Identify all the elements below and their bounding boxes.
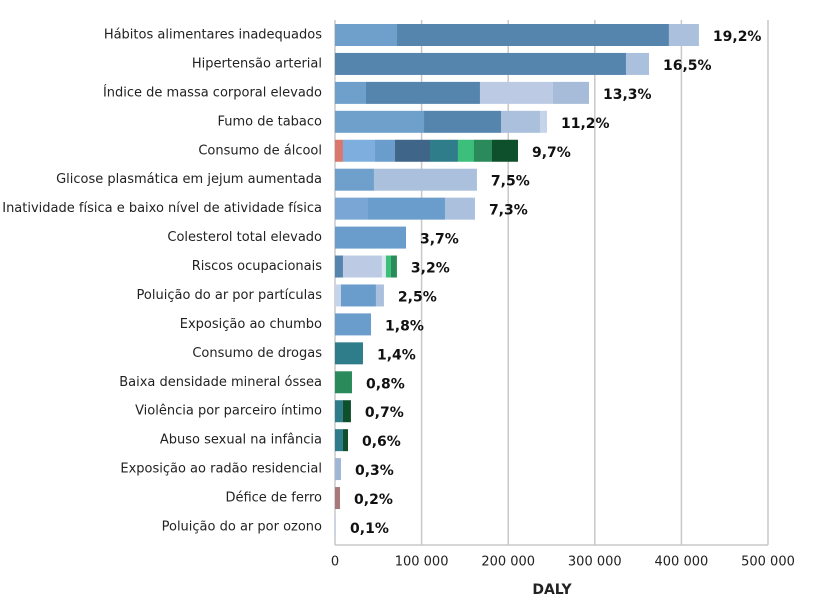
bar-segment <box>390 255 397 278</box>
category-label: Riscos ocupacionais <box>192 259 323 274</box>
bar-segment <box>444 197 475 220</box>
bar-segment <box>397 24 669 46</box>
x-tick-label: 200 000 <box>481 555 535 570</box>
bar-segment <box>335 458 341 481</box>
bar-segment <box>430 139 458 162</box>
bar-segment <box>395 139 431 162</box>
bar-segment <box>342 139 376 162</box>
x-tick-label: 0 <box>331 555 339 570</box>
share-label: 11,2% <box>561 116 610 132</box>
bar-segment <box>424 110 502 133</box>
bar-segment <box>375 284 384 307</box>
bar-segment <box>342 400 351 423</box>
share-label: 7,5% <box>491 174 530 190</box>
share-label: 0,1% <box>350 521 389 537</box>
bar-segment <box>335 52 626 75</box>
bar-segment <box>457 139 474 162</box>
share-label: 0,3% <box>355 463 394 479</box>
bar-segment <box>340 284 376 307</box>
category-label: Inatividade física e baixo nível de ativ… <box>2 201 322 216</box>
bar-segment <box>335 139 343 162</box>
category-label: Abuso sexual na infância <box>160 433 322 448</box>
share-label: 1,8% <box>385 318 424 334</box>
share-label: 0,6% <box>362 434 401 450</box>
bar-segment <box>335 197 368 220</box>
share-label: 3,2% <box>411 261 450 277</box>
share-label: 13,3% <box>603 87 652 103</box>
bar-segment <box>492 139 518 162</box>
share-label: 9,7% <box>532 145 571 161</box>
share-label: 19,2% <box>713 29 762 45</box>
category-label: Consumo de drogas <box>192 346 322 361</box>
x-tick-label: 300 000 <box>568 555 622 570</box>
category-label: Fumo de tabaco <box>217 114 322 129</box>
share-label: 7,3% <box>489 203 528 219</box>
bar-segment <box>366 81 480 104</box>
category-label: Hipertensão arterial <box>192 56 322 71</box>
bar-segment <box>335 429 343 452</box>
bar-segment <box>473 139 493 162</box>
bar-segment <box>381 255 386 278</box>
bar-segment <box>479 81 553 104</box>
bar-segment <box>335 226 407 249</box>
x-tick-label: 100 000 <box>395 555 449 570</box>
bar-segment <box>335 371 352 394</box>
category-label: Exposição ao chumbo <box>180 317 322 332</box>
category-label: Hábitos alimentares inadequados <box>104 28 322 43</box>
x-axis-label: DALY <box>532 582 572 598</box>
category-label: Défice de ferro <box>225 491 322 506</box>
bar-segment <box>335 110 425 133</box>
category-label: Violência por parceiro íntimo <box>135 404 322 419</box>
category-label: Exposição ao radão residencial <box>120 462 322 477</box>
category-label: Glicose plasmática em jejum aumentada <box>56 172 322 187</box>
bar-segment <box>335 400 343 423</box>
bar-segment <box>342 429 348 452</box>
x-tick-label: 400 000 <box>655 555 709 570</box>
bar-segment <box>335 24 398 46</box>
bar-segment <box>335 168 374 191</box>
category-label: Índice de massa corporal elevado <box>103 84 322 100</box>
share-label: 0,8% <box>366 376 405 392</box>
share-label: 1,4% <box>377 347 416 363</box>
category-label: Poluição do ar por partículas <box>137 288 323 303</box>
share-label: 3,7% <box>420 232 459 248</box>
bar-segment <box>539 110 547 133</box>
category-label: Poluição do ar por ozono <box>162 519 322 534</box>
category-label: Consumo de álcool <box>198 143 322 158</box>
share-label: 0,7% <box>365 405 404 421</box>
x-tick-label: 500 000 <box>741 555 795 570</box>
share-label: 0,2% <box>354 492 393 508</box>
share-label: 2,5% <box>398 289 437 305</box>
bar-segment <box>335 515 337 538</box>
category-label: Baixa densidade mineral óssea <box>119 375 322 390</box>
bar-segment <box>501 110 540 133</box>
bar-segment <box>335 284 341 307</box>
bar-segment <box>342 255 382 278</box>
bar-segment <box>335 313 372 336</box>
category-label: Colesterol total elevado <box>167 230 322 245</box>
share-label: 16,5% <box>663 58 712 74</box>
bar-segment <box>335 81 367 104</box>
bar-segment <box>385 255 391 278</box>
bar-segment <box>375 139 396 162</box>
bar-segment <box>552 81 589 104</box>
bar-segment <box>335 255 343 278</box>
bar-segment <box>335 342 363 365</box>
bar-segment <box>367 197 445 220</box>
bar-segment <box>335 487 341 510</box>
bar-segment <box>373 168 477 191</box>
bar-segment <box>668 24 699 46</box>
bar-segment <box>625 52 650 75</box>
